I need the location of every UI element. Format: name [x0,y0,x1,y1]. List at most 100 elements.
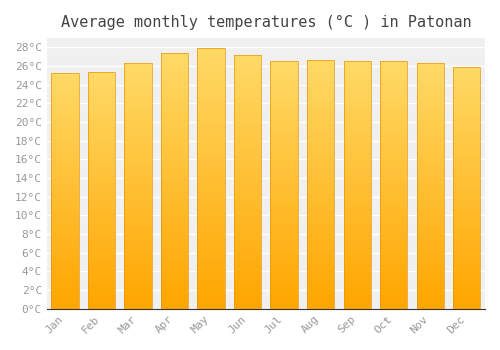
Bar [270,257,298,259]
Bar [453,169,480,171]
Bar [88,140,116,143]
Bar [234,238,262,240]
Bar [380,187,407,190]
Bar [380,98,407,100]
Bar [88,174,116,176]
Bar [453,166,480,169]
Bar [234,235,262,238]
Bar [88,261,116,264]
Bar [234,243,262,245]
Bar [88,112,116,114]
Bar [124,134,152,137]
Bar [198,293,225,296]
Bar [198,126,225,129]
Bar [307,142,334,144]
Bar [416,220,444,223]
Bar [52,292,79,295]
Bar [416,164,444,166]
Bar [307,209,334,212]
Bar [234,284,262,286]
Bar [161,204,188,206]
Bar [344,130,371,133]
Bar [88,271,116,273]
Bar [453,306,480,309]
Bar [88,290,116,292]
Bar [198,85,225,88]
Bar [307,257,334,259]
Bar [88,171,116,174]
Bar [234,172,262,174]
Bar [380,85,407,88]
Bar [88,105,116,107]
Bar [344,296,371,299]
Bar [234,174,262,177]
Bar [161,199,188,201]
Bar [344,237,371,239]
Bar [307,70,334,72]
Bar [52,96,79,99]
Bar [416,223,444,225]
Bar [198,90,225,93]
Bar [344,242,371,244]
Bar [307,144,334,147]
Bar [124,252,152,255]
Bar [380,197,407,199]
Bar [307,97,334,99]
Bar [380,65,407,68]
Bar [380,83,407,85]
Bar [52,155,79,158]
Bar [416,211,444,213]
Bar [344,105,371,108]
Bar [270,254,298,257]
Bar [124,225,152,228]
Bar [234,85,262,88]
Bar [124,159,152,161]
Bar [52,217,79,219]
Bar [307,159,334,162]
Bar [380,125,407,127]
Bar [198,189,225,191]
Bar [453,285,480,287]
Bar [161,206,188,209]
Bar [416,83,444,85]
Bar [88,259,116,261]
Bar [270,261,298,264]
Bar [52,193,79,195]
Bar [234,273,262,276]
Bar [307,137,334,139]
Bar [124,85,152,88]
Bar [124,88,152,90]
Bar [124,220,152,223]
Bar [416,243,444,245]
Bar [161,168,188,171]
Bar [416,115,444,117]
Bar [234,106,262,108]
Bar [234,144,262,146]
Bar [344,180,371,182]
Bar [453,147,480,149]
Bar [124,292,152,294]
Bar [380,276,407,279]
Bar [198,51,225,54]
Bar [344,187,371,190]
Bar [161,132,188,135]
Bar [52,247,79,250]
Bar [52,84,79,87]
Bar [344,65,371,68]
Bar [234,98,262,100]
Bar [307,231,334,234]
Bar [416,127,444,130]
Bar [198,233,225,236]
Bar [198,283,225,285]
Bar [344,177,371,180]
Bar [453,275,480,277]
Bar [88,148,116,150]
Bar [344,276,371,279]
Bar [380,63,407,65]
Bar [88,143,116,145]
Bar [270,63,298,65]
Bar [198,150,225,153]
Bar [161,250,188,252]
Bar [416,270,444,272]
Bar [124,260,152,262]
